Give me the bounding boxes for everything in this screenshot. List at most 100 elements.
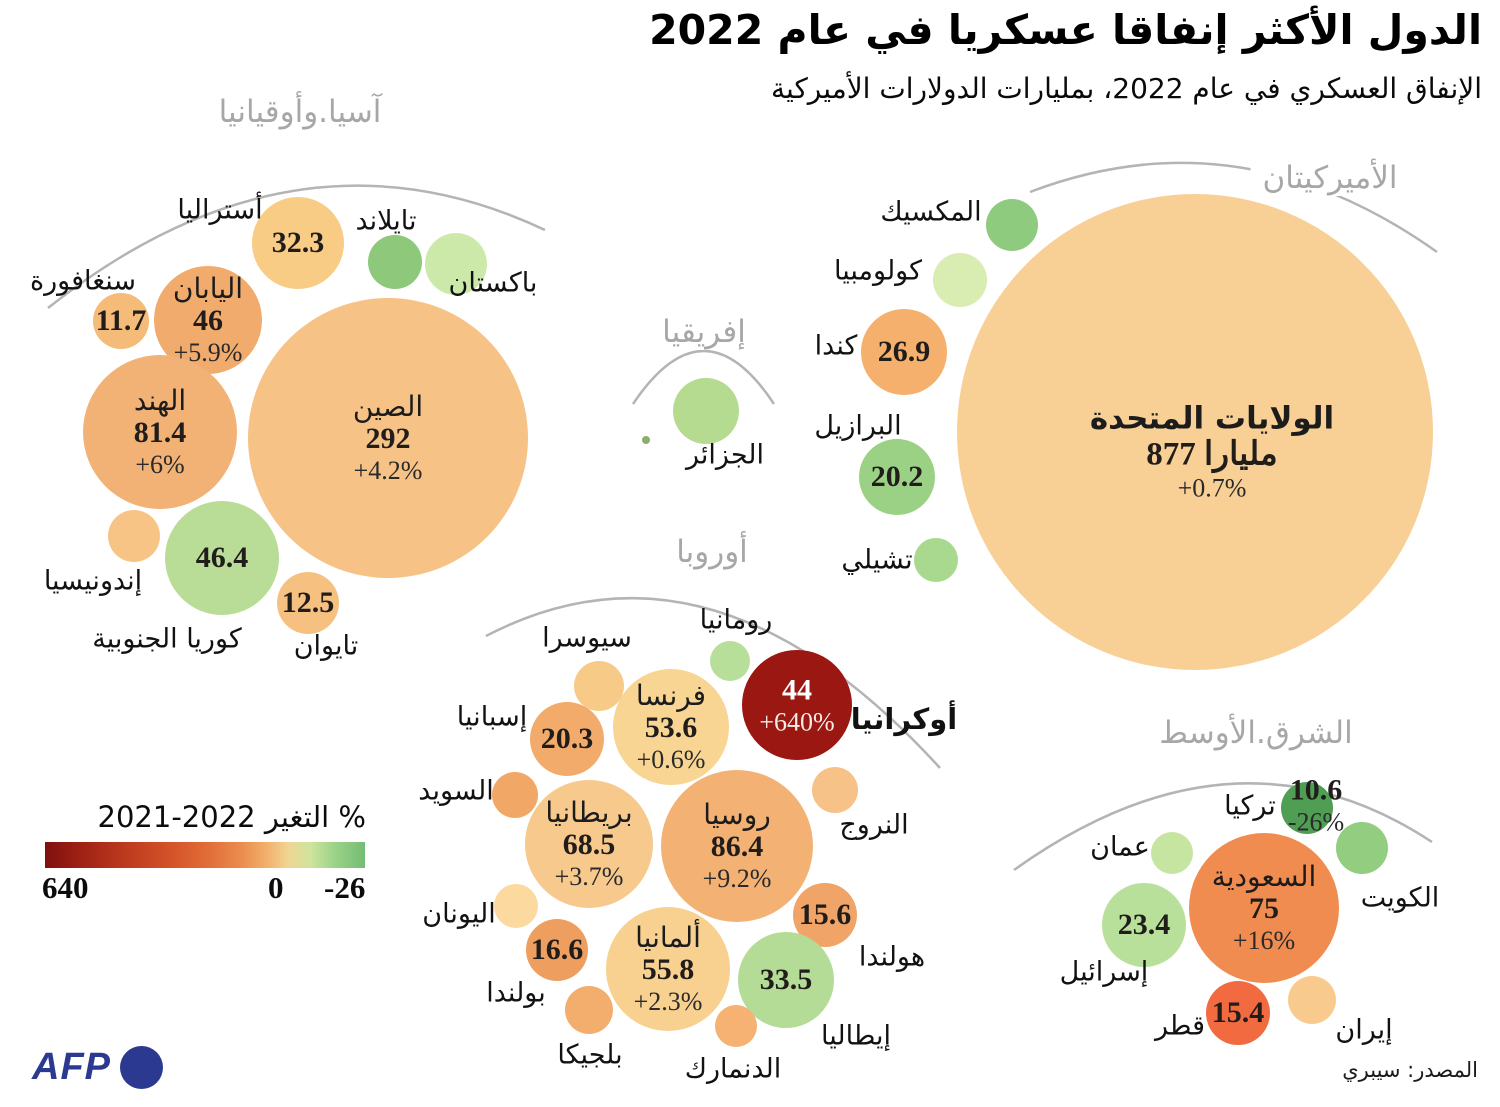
country-label-algeria: الجزائر bbox=[686, 439, 764, 471]
country-label-romania: رومانيا bbox=[699, 604, 773, 636]
bubble-text-australia: 32.3 bbox=[272, 226, 325, 260]
bubble-text-usa: الولايات المتحدة 877 مليارا +0.7% bbox=[1089, 400, 1335, 503]
bubble-text-qatar: 15.4 bbox=[1212, 996, 1265, 1030]
afp-logo-dot-icon bbox=[120, 1046, 163, 1089]
legend-min-value: -26 bbox=[324, 870, 366, 905]
country-label-colombia: كولومبيا bbox=[834, 255, 922, 287]
region-arc-americas bbox=[1029, 161, 1438, 254]
bubble-value-india: 81.4 bbox=[133, 416, 187, 450]
bubble-south-korea bbox=[165, 501, 279, 615]
bubble-value-usa: 877 مليارا bbox=[1146, 436, 1278, 473]
bubble-oman bbox=[1151, 832, 1193, 874]
bubble-text-israel: 23.4 bbox=[1118, 908, 1171, 942]
country-label-australia: أستراليا bbox=[177, 194, 263, 226]
page-title: الدول الأكثر إنفاقا عسكريا في عام 2022 bbox=[649, 6, 1482, 54]
bubble-denmark bbox=[715, 1005, 757, 1047]
bubble-value-qatar: 15.4 bbox=[1211, 996, 1265, 1030]
bubble-text-india: الهند 81.4 +6% bbox=[134, 385, 187, 479]
bubble-spain bbox=[530, 702, 604, 776]
bubble-brazil bbox=[859, 439, 935, 515]
bubble-value-china: 292 bbox=[365, 422, 411, 456]
bubble-text-china: الصين 292 +4.2% bbox=[353, 391, 423, 485]
bubble-text-poland: 16.6 bbox=[531, 933, 584, 967]
country-label-ukraine: أوكرانيا bbox=[850, 702, 958, 736]
country-label-taiwan: تايوان bbox=[293, 630, 359, 662]
bubble-change-india: +6% bbox=[135, 449, 185, 479]
bubble-kuwait bbox=[1336, 822, 1388, 874]
bubble-value-taiwan: 12.5 bbox=[281, 586, 335, 620]
bubble-value-australia: 32.3 bbox=[271, 226, 325, 260]
bubble-name-china: الصين bbox=[352, 389, 424, 423]
legend-max-value: 640 bbox=[42, 870, 89, 905]
bubble-value-singapore: 11.7 bbox=[95, 304, 147, 338]
bubble-text-south-korea: 46.4 bbox=[196, 541, 249, 575]
bubble-value-brazil: 20.2 bbox=[870, 460, 924, 494]
bubble-canada bbox=[861, 309, 947, 395]
region-label-europe: أوروبا bbox=[664, 534, 760, 570]
country-label-oman: عمان bbox=[1090, 831, 1150, 863]
country-label-chile: تشيلي bbox=[841, 544, 913, 576]
bubble-uk bbox=[525, 780, 653, 908]
bubble-name-russia: روسيا bbox=[703, 797, 771, 831]
country-label-sweden: السويد bbox=[418, 775, 494, 807]
bubble-greece bbox=[494, 884, 538, 928]
bubble-france bbox=[613, 669, 729, 785]
bubble-value-uk: 68.5 bbox=[562, 828, 616, 862]
bubble-indonesia bbox=[108, 510, 160, 562]
country-label-singapore: سنغافورة bbox=[29, 265, 137, 297]
country-label-spain: إسبانيا bbox=[456, 701, 528, 733]
bubble-text-russia: روسيا 86.4 +9.2% bbox=[703, 799, 772, 893]
bubble-value-ukraine: 44 bbox=[781, 673, 812, 707]
bubble-text-ukraine: 44 +640% bbox=[759, 674, 834, 737]
region-arc-middle-east bbox=[1013, 782, 1433, 872]
bubble-australia bbox=[252, 197, 344, 289]
bubble-qatar bbox=[1206, 981, 1270, 1045]
bubble-text-uk: بريطانيا 68.5 +3.7% bbox=[545, 797, 632, 891]
bubble-value-israel: 23.4 bbox=[1117, 908, 1171, 942]
bubble-text-taiwan: 12.5 bbox=[282, 586, 335, 620]
bubble-name-usa: الولايات المتحدة bbox=[1089, 400, 1335, 437]
bubble-turkey bbox=[1281, 782, 1333, 834]
bubble-name-japan: اليابان bbox=[172, 271, 244, 305]
region-arc-europe bbox=[485, 596, 941, 769]
legend-gradient-bar bbox=[45, 842, 365, 868]
bubble-value-spain: 20.3 bbox=[540, 722, 594, 756]
bubble-singapore bbox=[93, 293, 149, 349]
bubble-value-germany: 55.8 bbox=[641, 953, 695, 987]
region-label-africa: إفريقيا bbox=[650, 314, 758, 350]
bubble-romania bbox=[710, 641, 750, 681]
country-label-kuwait: الكويت bbox=[1360, 882, 1440, 914]
country-label-norway: النروج bbox=[839, 809, 909, 841]
bubble-change-uk: +3.7% bbox=[554, 861, 624, 891]
source-note: المصدر: سيبري bbox=[1342, 1058, 1478, 1082]
bubble-name-india: الهند bbox=[133, 383, 187, 417]
bubble-india bbox=[83, 355, 237, 509]
country-label-netherlands: هولندا bbox=[858, 941, 926, 973]
bubble-text-netherlands: 15.6 bbox=[799, 898, 852, 932]
bubble-value-russia: 86.4 bbox=[710, 830, 764, 864]
country-label-poland: بولندا bbox=[486, 977, 546, 1009]
country-label-denmark: الدنمارك bbox=[684, 1053, 782, 1085]
page-subtitle: الإنفاق العسكري في عام 2022، بمليارات ال… bbox=[771, 72, 1482, 105]
bubble-belgium bbox=[565, 986, 613, 1034]
country-label-iran: إيران bbox=[1335, 1014, 1393, 1046]
bubble-change-ukraine: +640% bbox=[759, 707, 835, 737]
bubble-value-poland: 16.6 bbox=[530, 933, 584, 967]
legend-zero-value: 0 bbox=[268, 870, 284, 905]
bubble-value-saudi-arabia: 75 bbox=[1248, 892, 1279, 926]
bubble-name-germany: ألمانيا bbox=[635, 920, 701, 954]
bubble-change-japan: +5.9% bbox=[173, 337, 243, 367]
country-label-pakistan: باكستان bbox=[448, 267, 538, 299]
bubble-text-saudi-arabia: السعودية 75 +16% bbox=[1212, 861, 1317, 955]
country-label-greece: اليونان bbox=[422, 898, 496, 930]
afp-logo: AFP bbox=[32, 1046, 163, 1089]
bubble-mexico bbox=[986, 199, 1038, 251]
region-label-asia-oceania: آسيا.وأوقيانيا bbox=[206, 94, 394, 130]
bubble-change-germany: +2.3% bbox=[633, 986, 703, 1016]
bubble-israel bbox=[1102, 883, 1186, 967]
bubble-value-japan: 46 bbox=[193, 304, 223, 338]
bubble-text-japan: اليابان 46 +5.9% bbox=[173, 273, 243, 367]
bubble-value-turkey: 10.6 bbox=[1289, 773, 1343, 807]
country-label-turkey: تركيا bbox=[1224, 790, 1276, 822]
